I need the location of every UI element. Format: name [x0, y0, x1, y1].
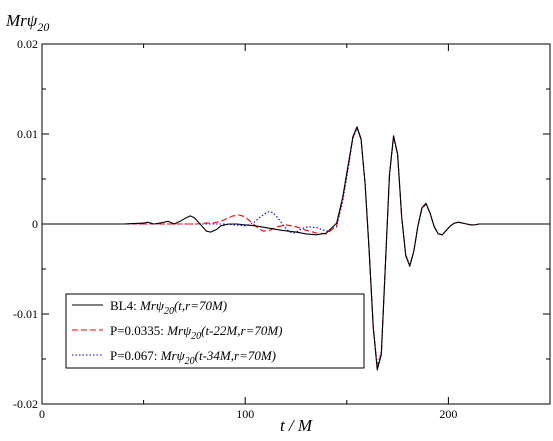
- legend-entry: BL4: Mrψ20(t,r=70M): [72, 298, 227, 317]
- legend-label: P=0.067: Mrψ20(t-34M,r=70M): [110, 348, 276, 367]
- legend-box: [65, 293, 365, 369]
- y-tick-label: -0.01: [13, 307, 38, 321]
- x-tick-label: 0: [39, 407, 45, 421]
- legend-label: P=0.0335: Mrψ20(t-22M,r=70M): [110, 323, 283, 342]
- y-tick-label: 0.02: [17, 37, 38, 51]
- y-axis-title: Mrψ20: [5, 11, 49, 34]
- y-tick-label: 0.01: [17, 127, 38, 141]
- legend-entry: P=0.067: Mrψ20(t-34M,r=70M): [72, 348, 276, 367]
- x-tick-label: 200: [439, 407, 457, 421]
- legend: BL4: Mrψ20(t,r=70M) P=0.0335: Mrψ20(t-22…: [65, 293, 365, 369]
- y-tick-label: -0.02: [13, 397, 38, 411]
- legend-label: BL4: Mrψ20(t,r=70M): [110, 298, 227, 317]
- y-tick-label: 0: [32, 217, 38, 231]
- series-layer: [42, 126, 550, 371]
- x-tick-label: 100: [236, 407, 254, 421]
- x-axis-title: t / M: [280, 416, 313, 435]
- legend-entry: P=0.0335: Mrψ20(t-22M,r=70M): [72, 323, 283, 342]
- tick-labels: 0 100 200 -0.02 -0.01 0 0.01 0.02: [13, 37, 457, 421]
- series-line: [42, 126, 550, 371]
